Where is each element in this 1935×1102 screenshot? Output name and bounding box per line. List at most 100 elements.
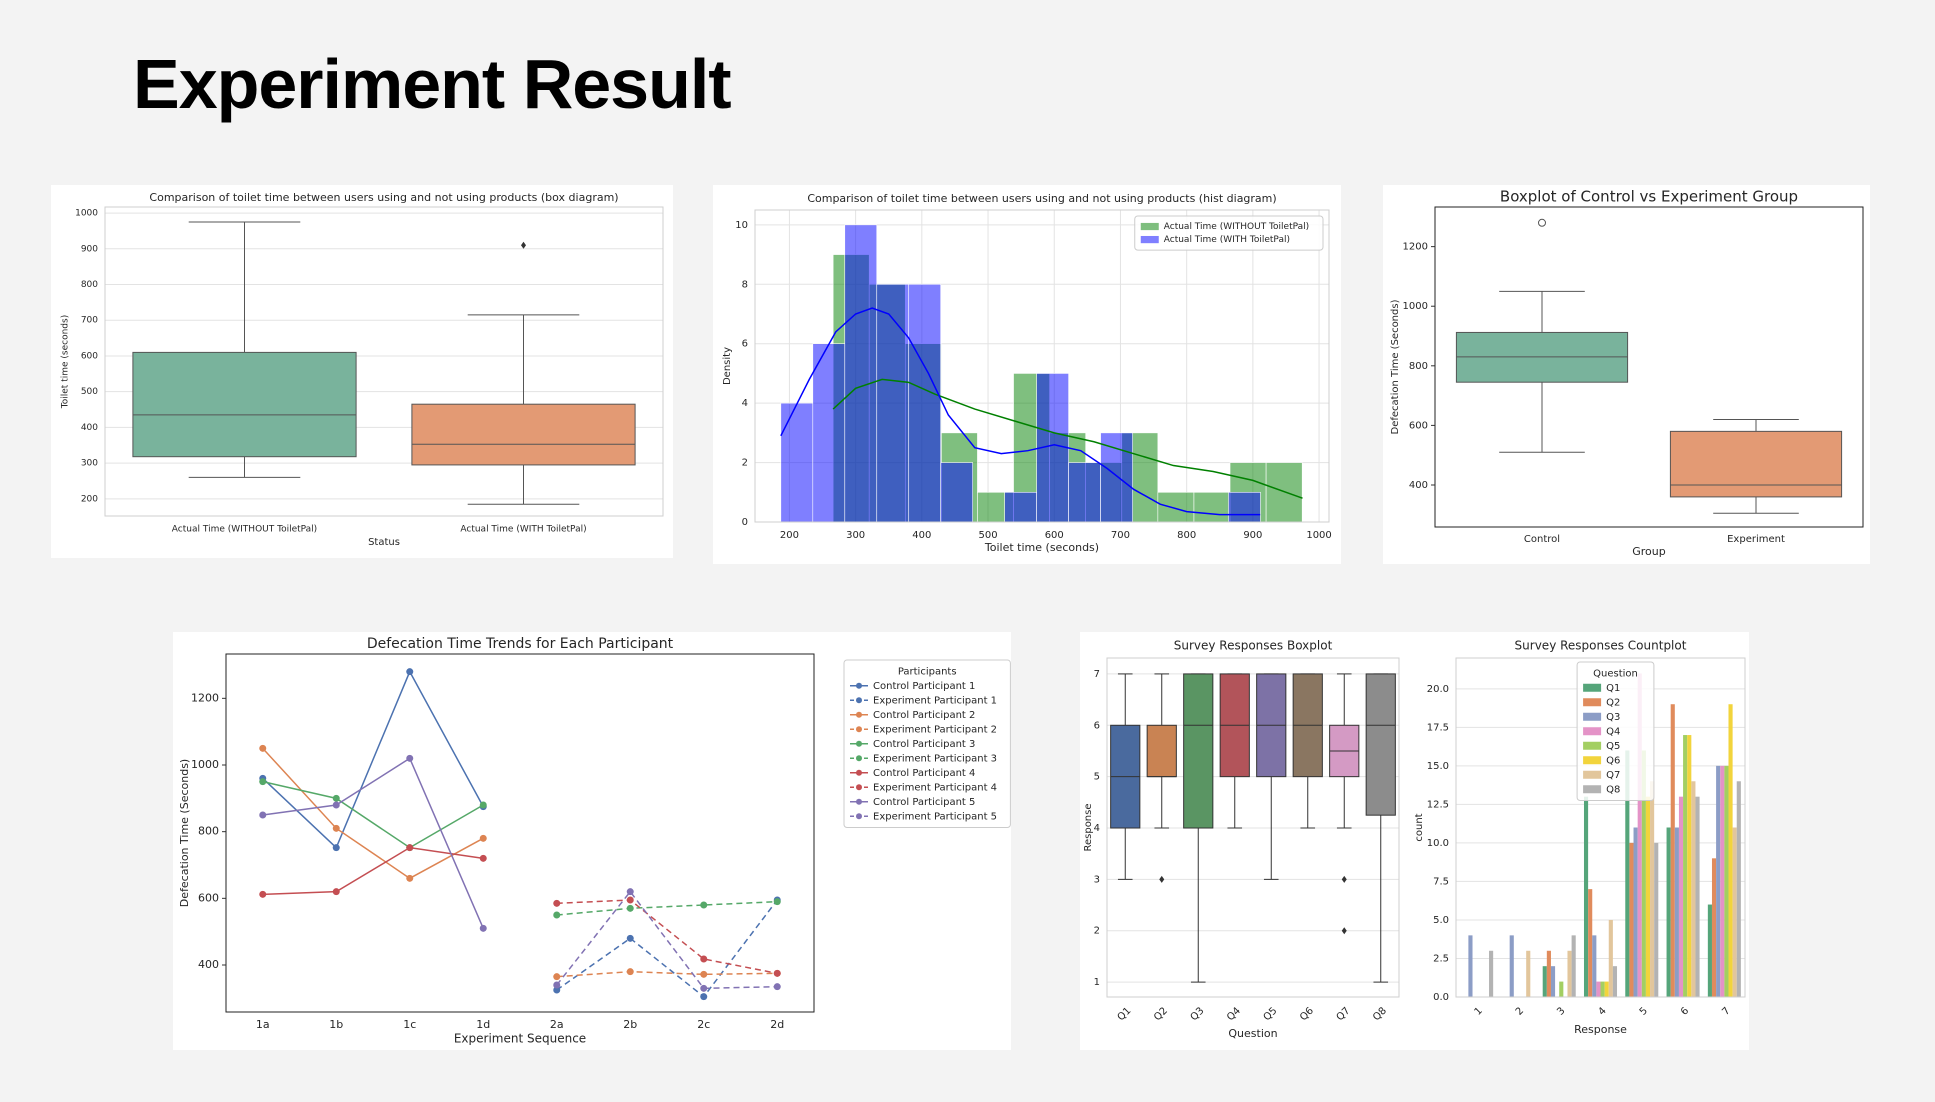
point [553,911,561,919]
legend-key [856,711,862,718]
y-tick-label: 10 [735,220,748,231]
y-tick-label: 400 [198,958,219,971]
box [132,351,357,458]
bar [1583,796,1589,997]
plot-frame [104,206,664,517]
legend-key [1140,222,1159,231]
point [479,854,487,862]
y-tick-label: 6 [1094,720,1100,731]
bar [1612,966,1618,997]
point [700,901,708,909]
chart-panel: 0.0 2.5 5.0 7.5 10.0 12.5 15.0 17.5 20.0 1 2 3 4 5 6 7 S… [1407,632,1749,1050]
x-tick-label: Q1 [1116,1005,1134,1023]
point [626,968,634,976]
point [553,981,561,989]
y-tick-label: 1000 [191,758,219,771]
y-tick-label: 800 [198,825,219,838]
point [406,844,414,852]
hist-bar [780,402,814,523]
bar [1716,765,1721,997]
x-tick-label: 2c [697,1018,710,1031]
bar [1691,781,1696,997]
bar [1550,966,1556,997]
legend-label: Experiment Participant 5 [873,811,997,822]
point [553,899,561,907]
x-tick-label: 1a [256,1018,270,1031]
bar [1633,827,1638,997]
x-tick-label: 700 [1111,530,1130,541]
point [332,794,340,802]
y-axis-label: Response [1083,803,1094,851]
y-tick-label: 1000 [75,209,98,219]
y-tick-label: 800 [81,280,98,290]
chart-title: Boxplot of Control vs Experiment Group [1500,188,1798,206]
legend-key [856,740,862,747]
legend-key [1583,698,1602,707]
chart-title: Survey Responses Boxplot [1174,639,1333,653]
x-tick-label: 5 [1638,1005,1650,1017]
legend-label: Q6 [1606,755,1620,766]
x-tick-label: 1c [403,1018,416,1031]
bar [1736,781,1741,997]
bar [1625,750,1630,997]
bar [1650,781,1655,997]
y-tick-label: 1 [1094,977,1100,988]
legend-label: Control Participant 3 [873,739,975,750]
x-tick-label: Q8 [1371,1005,1389,1023]
bar [1695,796,1700,997]
point [259,811,267,819]
hist-bar [1004,491,1037,523]
x-tick-label: 1b [329,1018,343,1031]
bar [1542,966,1547,997]
y-tick-label: 6 [742,339,748,350]
legend-key [1583,741,1602,750]
legend-label: Control Participant 4 [873,768,975,779]
y-tick-label: 0.0 [1433,992,1449,1003]
point [259,778,267,786]
series-line [262,846,484,896]
bar [1666,827,1671,997]
x-tick-label: Q2 [1152,1005,1170,1023]
legend-key [1583,683,1602,692]
legend-key [1583,727,1602,736]
legend-title: Question [1593,668,1638,679]
y-tick-label: 2 [1094,926,1100,937]
legend-label: Experiment Participant 4 [873,782,997,793]
bar [1608,919,1613,997]
bar [1592,935,1597,997]
legend-title: Participants [898,666,957,677]
box [1146,724,1177,778]
chart-title: Defecation Time Trends for Each Particip… [367,636,674,652]
legend-key [856,769,862,776]
bar [1596,981,1601,997]
legend-key [1583,785,1602,794]
legend-label: Control Participant 5 [873,797,975,808]
x-tick-label: 2d [770,1018,784,1031]
legend-label: Q1 [1606,683,1620,694]
bar [1546,950,1551,997]
series-line [262,757,484,929]
x-tick-label: 900 [1243,530,1262,541]
flier [1159,875,1165,883]
legend-key [856,726,862,733]
chart-panel: 1 2 3 4 5 6 7 Q1 Q2 Q3 Q4 Q5 Q6 Q7 Q8 Survey Responses … [1080,632,1407,1050]
legend-label: Q3 [1606,712,1620,723]
legend-label: Control Participant 1 [873,681,975,692]
bar [1645,796,1651,997]
hist-bar [1068,462,1101,523]
legend-label: Experiment Participant 2 [873,724,997,735]
slide-title: Experiment Result [133,45,732,123]
legend-box [1134,215,1324,251]
plot-frame [1434,206,1864,528]
x-tick-label: Q3 [1189,1005,1207,1023]
box [1365,673,1396,816]
series-line [556,970,778,978]
y-axis-label: Toilet time (seconds) [61,315,71,409]
chart-panel: 400 600 800 1000 1200 Control Experiment Boxplo… [1383,185,1870,564]
x-tick-label: Q7 [1335,1005,1353,1023]
flier [1538,218,1546,227]
legend-box [843,659,1011,828]
y-tick-label: 800 [1409,361,1428,372]
chart-title: Survey Responses Countplot [1515,639,1687,653]
